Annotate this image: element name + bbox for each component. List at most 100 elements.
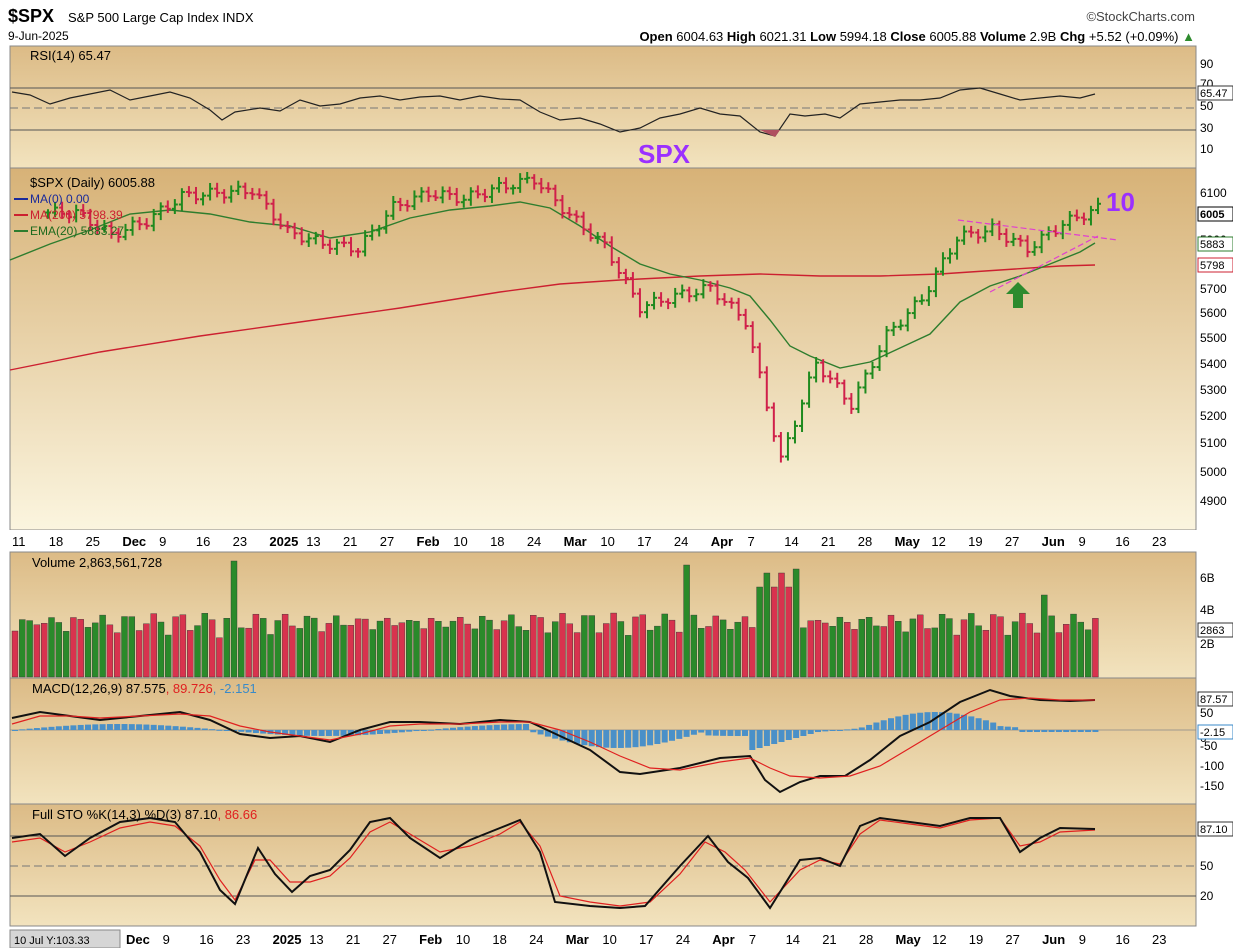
price-bar	[615, 257, 622, 279]
price-bar	[883, 325, 890, 358]
x-tick-label-bottom: 18	[492, 932, 506, 947]
macd-hist-bar	[457, 727, 464, 730]
price-bar	[1038, 230, 1045, 254]
price-bar	[446, 186, 453, 200]
x-tick-label-bottom: 10	[456, 932, 470, 947]
volume-bar	[968, 613, 975, 678]
price-bar	[693, 288, 700, 302]
price-bar	[862, 369, 869, 394]
price-bar	[658, 292, 665, 307]
price-legend-ema20: EMA(20) 5883.27	[30, 224, 124, 238]
price-bar	[326, 239, 333, 254]
volume-bar	[763, 572, 771, 678]
macd-hist-bar	[304, 730, 310, 736]
volume-bar	[1048, 615, 1055, 678]
volume-bar	[172, 616, 179, 678]
x-tick-label-bottom: 10	[602, 932, 616, 947]
macd-hist-bar	[866, 724, 873, 730]
macd-hist-bar	[282, 730, 289, 735]
x-tick-label: 9	[159, 534, 166, 549]
x-tick-label-bottom: Mar	[566, 932, 589, 947]
macd-hist-bar	[975, 718, 982, 730]
macd-hist-bar	[106, 724, 113, 730]
price-bar	[348, 237, 355, 257]
macd-hist-bar	[720, 730, 727, 736]
volume-bar	[646, 629, 654, 678]
rsi-tick-label: 50	[1200, 99, 1214, 113]
volume-bar	[741, 616, 749, 678]
volume-bar	[449, 620, 457, 678]
price-bar	[777, 431, 784, 463]
x-tick-label-bottom: 23	[236, 932, 250, 947]
price-legend-ma200: MA(200) 5798.39	[30, 208, 123, 222]
macd-hist-bar	[391, 730, 398, 733]
macd-hist-bar	[508, 724, 515, 730]
x-tick-label: 21	[821, 534, 835, 549]
macd-hist-bar	[610, 730, 617, 748]
price-bar	[496, 177, 503, 193]
volume-bar	[252, 613, 260, 678]
volume-bar	[165, 634, 172, 678]
volume-bar	[1011, 621, 1019, 678]
volume-bar	[895, 621, 902, 678]
volume-bar	[829, 626, 836, 678]
price-bar	[918, 294, 925, 305]
macd-hist-bar	[355, 730, 362, 736]
macd-hist-tag: -2.15	[1197, 724, 1233, 740]
x-tick-label: 21	[343, 534, 357, 549]
price-bar	[474, 185, 481, 199]
macd-hist-bar	[413, 730, 420, 732]
volume-bar	[442, 626, 449, 678]
volume-bar	[347, 625, 354, 678]
x-tick-label-bottom: 16	[1115, 932, 1129, 947]
x-tick-label-bottom: 21	[346, 932, 360, 947]
x-tick-label-bottom: 27	[383, 932, 397, 947]
volume-bar	[369, 629, 376, 678]
price-bar	[439, 186, 446, 204]
sto-k-line	[11, 816, 1096, 910]
x-tick-label-bottom: Feb	[419, 932, 442, 947]
macd-hist-bar	[625, 730, 632, 748]
price-tick-label: 4900	[1200, 494, 1227, 508]
volume-bar	[683, 564, 690, 678]
macd-hist-bar	[194, 727, 201, 730]
volume-tick-label: 2B	[1200, 637, 1215, 651]
price-bar	[228, 185, 235, 203]
price-bar	[897, 319, 904, 331]
macd-hist-bar	[252, 730, 259, 734]
price-bar	[192, 186, 199, 205]
price-bar	[256, 188, 263, 200]
macd-hist-bar	[1092, 730, 1099, 732]
volume-bar	[413, 620, 420, 678]
price-bar	[178, 188, 185, 211]
macd-hist-bar	[1048, 730, 1055, 732]
price-bar	[573, 210, 580, 223]
macd-hist-bar	[588, 730, 595, 747]
volume-bar	[493, 629, 500, 678]
x-tick-label-bottom: 19	[969, 932, 983, 947]
volume-bar	[208, 619, 216, 678]
price-bar	[827, 370, 834, 384]
price-bar	[1010, 232, 1017, 247]
macd-hist-bar	[114, 724, 121, 730]
price-bar	[242, 182, 249, 200]
volume-bar	[858, 619, 865, 678]
macd-hist-bar	[12, 730, 18, 731]
rsi-tick-label: 90	[1200, 57, 1214, 71]
macd-hist-bar	[55, 726, 62, 730]
x-tick-label: 24	[527, 534, 541, 549]
price-bar	[108, 221, 115, 239]
price-bars	[45, 171, 1101, 463]
macd-hist-bar	[544, 730, 551, 737]
price-bar	[249, 187, 256, 200]
price-bar	[954, 236, 961, 260]
price-bar	[383, 210, 390, 234]
rsi-oversold-fill	[760, 130, 780, 137]
price-bar	[157, 202, 164, 221]
volume-bar	[333, 615, 340, 678]
price-bar	[876, 345, 883, 371]
volume-bar	[11, 630, 19, 678]
volume-bar	[595, 632, 603, 678]
macd-hist-bar	[807, 730, 814, 734]
macd-hist-bar	[398, 730, 405, 733]
